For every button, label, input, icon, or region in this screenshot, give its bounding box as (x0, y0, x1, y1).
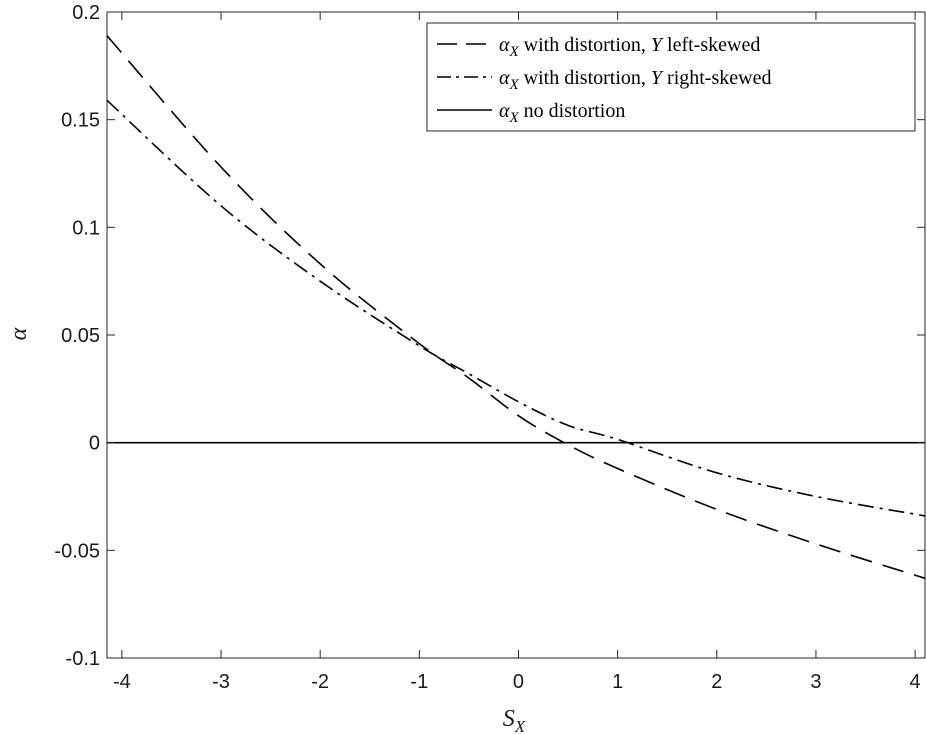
x-axis-label: SX (503, 706, 526, 734)
y-axis-label: α (6, 327, 32, 340)
y-tick-label: 0 (89, 433, 100, 455)
x-tick-label: -1 (410, 671, 428, 693)
series-line-dashed (106, 35, 926, 580)
x-tick-label: -3 (212, 671, 230, 693)
x-tick-label: -4 (113, 671, 131, 693)
legend-entry-solid: αX no distortion (499, 100, 625, 126)
y-tick-label: 0.05 (61, 325, 100, 347)
y-tick-label: -0.05 (54, 540, 100, 562)
series-line-dashdot (106, 99, 926, 517)
legend-box (426, 22, 916, 132)
x-axis-label-sub: X (514, 717, 526, 734)
ticks-layer: -4 -3 -2 -1 0 1 2 3 4 -0.1 -0.05 0 0.05 0.1 0.15 0.2 (54, 2, 925, 693)
y-tick-label: 0.1 (72, 217, 100, 239)
legend-entry-dashed: αX with distortion, Y left-skewed (499, 34, 760, 60)
y-tick-label: 0.2 (72, 2, 100, 24)
legend-entry-dashdot: αX with distortion, Y right-skewed (499, 67, 771, 93)
series-layer (106, 35, 926, 580)
x-tick-label: 4 (910, 671, 921, 693)
y-tick-label: 0.15 (61, 110, 100, 132)
x-tick-label: -2 (311, 671, 329, 693)
x-tick-label: 2 (711, 671, 722, 693)
x-axis-label-main: S (503, 706, 515, 732)
legend: αX with distortion, Y left-skewed αX with… (426, 22, 916, 132)
y-tick-label: -0.1 (66, 648, 100, 670)
x-tick-label: 0 (513, 671, 524, 693)
x-tick-label: 1 (612, 671, 623, 693)
x-tick-label: 3 (810, 671, 821, 693)
